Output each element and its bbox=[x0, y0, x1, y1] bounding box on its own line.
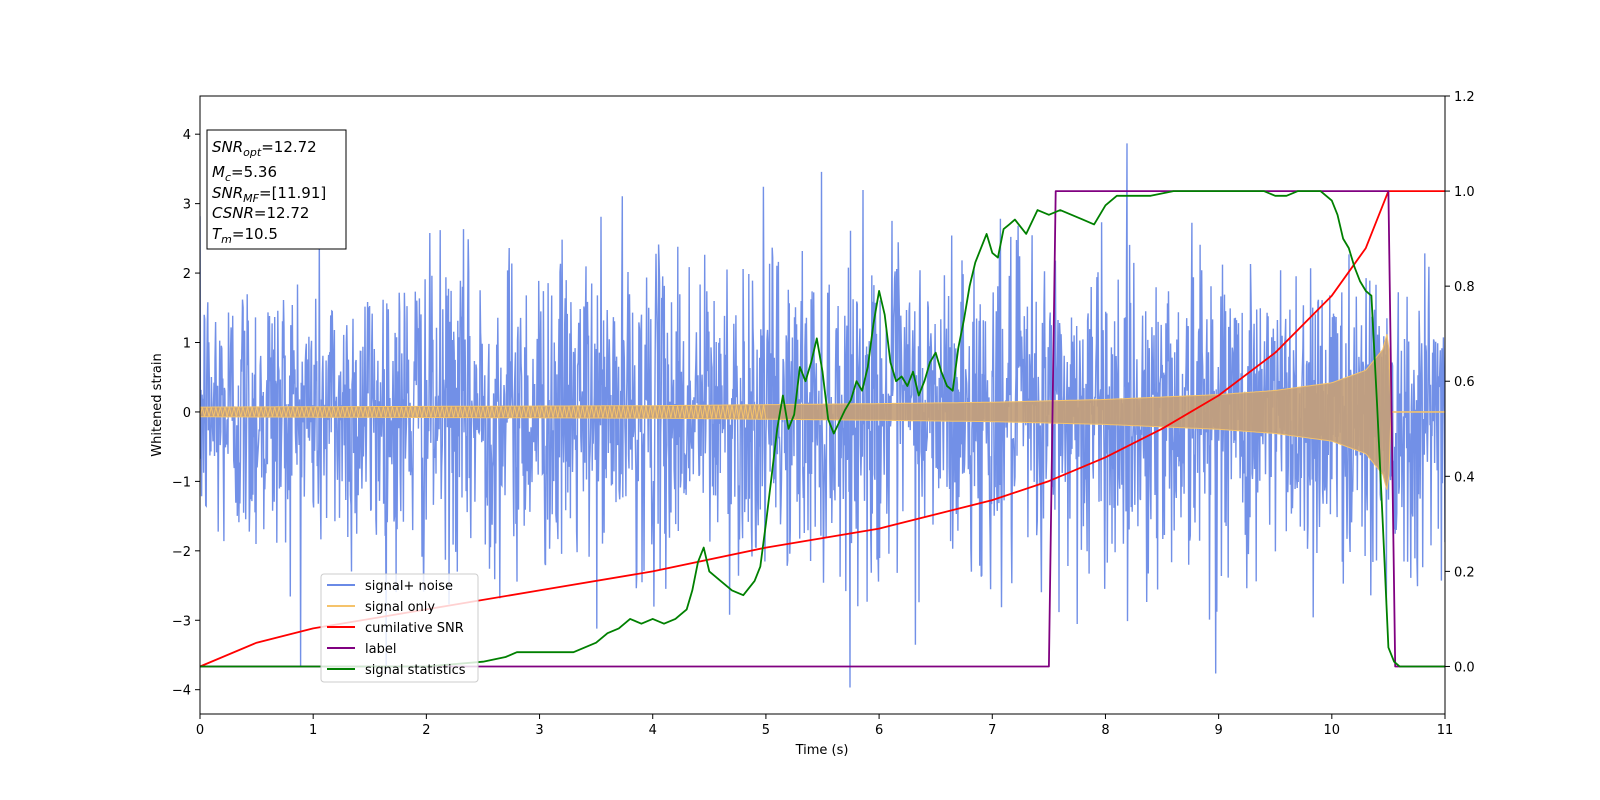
info-subscript: c bbox=[225, 171, 231, 184]
y-tick-label: 3 bbox=[183, 198, 191, 213]
legend-label: signal only bbox=[365, 600, 435, 615]
info-value: =12.72 bbox=[254, 204, 310, 222]
axes-frame bbox=[199, 95, 1446, 715]
info-line: SNRopt=12.72 bbox=[212, 138, 317, 159]
x-tick-label: 0 bbox=[196, 723, 204, 738]
y2-tick-label: 1.0 bbox=[1454, 185, 1475, 200]
legend-frame bbox=[320, 573, 479, 683]
x-tick-label: 11 bbox=[1437, 723, 1454, 738]
x-tick-label: 3 bbox=[535, 723, 543, 738]
y-tick-label: −4 bbox=[172, 684, 191, 699]
y2-tick-label: 0.4 bbox=[1454, 470, 1475, 485]
legend-label: signal statistics bbox=[365, 663, 466, 678]
y-tick-label: 1 bbox=[183, 337, 191, 352]
y-axis-right: 1.2 1.0 0.8 0.6 0.4 0.2 0.0 bbox=[1445, 90, 1475, 675]
x-tick-label: 6 bbox=[875, 723, 883, 738]
legend-label: cumilative SNR bbox=[365, 621, 464, 636]
info-symbol: SNR bbox=[212, 184, 243, 202]
y-axis-left: 4 3 2 1 0 −1 −2 −3 −4 bbox=[172, 128, 200, 699]
info-symbol: T bbox=[212, 225, 223, 243]
info-subscript: MF bbox=[243, 192, 259, 205]
y-tick-label: 0 bbox=[183, 406, 191, 421]
series-signal-only-oscillation bbox=[200, 404, 767, 420]
x-tick-label: 8 bbox=[1101, 723, 1109, 738]
info-value: =12.72 bbox=[261, 138, 317, 156]
info-subscript: m bbox=[221, 233, 232, 246]
x-axis-label: Time (s) bbox=[795, 743, 849, 758]
info-box: SNRopt=12.72Mc=5.36SNRMF=[11.91]CSNR=12.… bbox=[206, 129, 347, 250]
legend: signal+ noise signal only cumilative SNR la… bbox=[320, 573, 479, 683]
series-signal-statistics bbox=[200, 190, 1445, 668]
x-axis: 0 1 2 3 4 5 6 7 8 9 10 11 bbox=[196, 714, 1453, 738]
info-line: Tm=10.5 bbox=[212, 225, 278, 246]
y-axis-label: Whitened strain bbox=[150, 353, 165, 456]
x-tick-label: 5 bbox=[762, 723, 770, 738]
info-symbol: M bbox=[212, 163, 225, 181]
info-line: SNRMF=[11.91] bbox=[212, 184, 326, 205]
legend-label: signal+ noise bbox=[365, 579, 453, 594]
info-value: =5.36 bbox=[231, 163, 277, 181]
info-symbol: CSNR bbox=[212, 204, 254, 222]
legend-label: label bbox=[365, 642, 396, 657]
x-tick-label: 9 bbox=[1214, 723, 1222, 738]
y-tick-label: −2 bbox=[172, 545, 191, 560]
y2-tick-label: 0.6 bbox=[1454, 375, 1475, 390]
y-tick-label: 2 bbox=[183, 267, 191, 282]
info-box-frame bbox=[206, 129, 347, 250]
y2-tick-label: 0.0 bbox=[1454, 660, 1475, 675]
y2-tick-label: 0.2 bbox=[1454, 565, 1475, 580]
x-tick-label: 4 bbox=[649, 723, 657, 738]
series-signal-noise bbox=[200, 143, 1445, 688]
info-line: Mc=5.36 bbox=[212, 163, 277, 184]
y2-tick-label: 0.8 bbox=[1454, 280, 1475, 295]
y2-tick-label: 1.2 bbox=[1454, 90, 1475, 105]
y-tick-label: −1 bbox=[172, 475, 191, 490]
x-tick-label: 1 bbox=[309, 723, 317, 738]
info-symbol: SNR bbox=[212, 138, 243, 156]
x-tick-label: 7 bbox=[988, 723, 996, 738]
y-tick-label: −3 bbox=[172, 614, 191, 629]
x-tick-label: 10 bbox=[1324, 723, 1341, 738]
info-subscript: opt bbox=[243, 146, 262, 159]
x-tick-label: 2 bbox=[422, 723, 430, 738]
info-line: CSNR=12.72 bbox=[212, 204, 309, 222]
info-value: =[11.91] bbox=[259, 184, 326, 202]
info-value: =10.5 bbox=[232, 225, 278, 243]
y-tick-label: 4 bbox=[183, 128, 191, 143]
